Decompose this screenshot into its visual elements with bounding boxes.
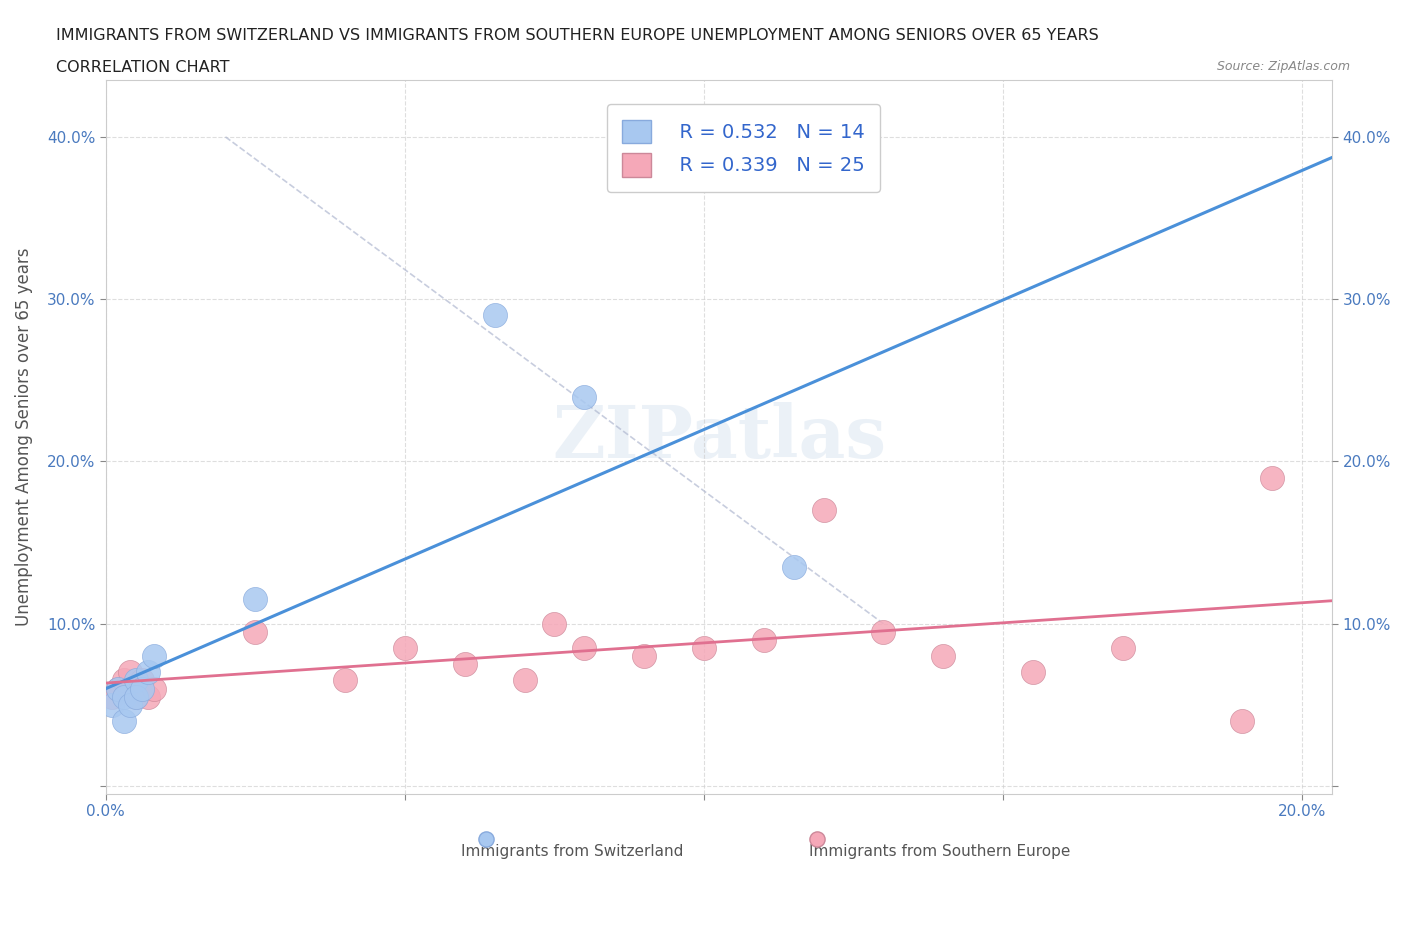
Point	[245, 624, 267, 639]
Point	[107, 681, 129, 696]
Point	[932, 649, 955, 664]
Text: Immigrants from Switzerland: Immigrants from Switzerland	[461, 844, 683, 859]
Text: Immigrants from Southern Europe: Immigrants from Southern Europe	[808, 844, 1070, 859]
Point	[454, 657, 477, 671]
Point	[125, 673, 148, 688]
Point	[107, 681, 129, 696]
Point	[872, 624, 894, 639]
Point	[574, 389, 596, 404]
Point	[136, 689, 159, 704]
Point	[142, 681, 165, 696]
Text: Source: ZipAtlas.com: Source: ZipAtlas.com	[1216, 60, 1350, 73]
Point	[125, 689, 148, 704]
Point	[574, 641, 596, 656]
Point	[118, 698, 141, 712]
Point	[1022, 665, 1045, 680]
Point	[118, 665, 141, 680]
Legend:   R = 0.532   N = 14,   R = 0.339   N = 25: R = 0.532 N = 14, R = 0.339 N = 25	[606, 104, 880, 193]
Point	[136, 665, 159, 680]
Y-axis label: Unemployment Among Seniors over 65 years: Unemployment Among Seniors over 65 years	[15, 247, 32, 626]
Point	[101, 689, 124, 704]
Point	[101, 698, 124, 712]
Point	[783, 560, 806, 575]
Point	[112, 689, 135, 704]
Point	[131, 681, 153, 696]
Point	[112, 673, 135, 688]
Point	[142, 649, 165, 664]
Point	[513, 673, 536, 688]
Point	[131, 673, 153, 688]
Text: IMMIGRANTS FROM SWITZERLAND VS IMMIGRANTS FROM SOUTHERN EUROPE UNEMPLOYMENT AMON: IMMIGRANTS FROM SWITZERLAND VS IMMIGRANT…	[56, 28, 1099, 43]
Point	[484, 308, 506, 323]
Point	[333, 673, 356, 688]
Point	[1261, 471, 1284, 485]
Point	[112, 713, 135, 728]
Text: CORRELATION CHART: CORRELATION CHART	[56, 60, 229, 75]
Point	[633, 649, 655, 664]
Point	[1112, 641, 1135, 656]
Point	[693, 641, 716, 656]
Text: ZIPatlas: ZIPatlas	[553, 402, 886, 472]
Point	[543, 617, 565, 631]
Point	[752, 632, 775, 647]
Point	[125, 689, 148, 704]
Point	[394, 641, 416, 656]
Point	[813, 503, 835, 518]
Point	[1232, 713, 1254, 728]
Point	[245, 591, 267, 606]
